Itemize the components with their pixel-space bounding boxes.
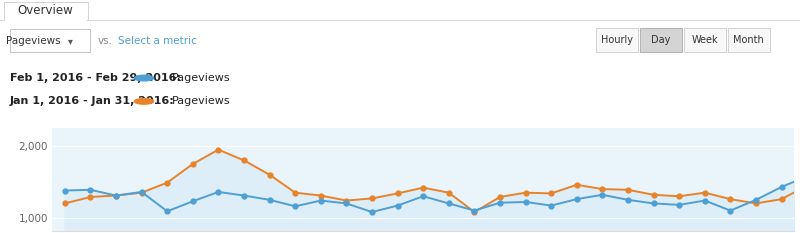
Text: Select a metric: Select a metric [118, 36, 198, 46]
Text: Pageviews: Pageviews [6, 36, 61, 46]
Text: Hourly: Hourly [601, 35, 633, 45]
Text: Week: Week [691, 35, 718, 45]
Text: Pageviews: Pageviews [172, 73, 230, 83]
Text: Jan 1, 2016 - Jan 31, 2016:: Jan 1, 2016 - Jan 31, 2016: [10, 96, 174, 106]
Text: ▾: ▾ [68, 36, 73, 46]
Text: Pageviews: Pageviews [172, 96, 230, 106]
Text: Day: Day [651, 35, 670, 45]
Text: Month: Month [734, 35, 764, 45]
Text: vs.: vs. [98, 36, 113, 46]
Text: Overview: Overview [18, 4, 74, 17]
Text: Feb 1, 2016 - Feb 29, 2016:: Feb 1, 2016 - Feb 29, 2016: [10, 73, 181, 83]
